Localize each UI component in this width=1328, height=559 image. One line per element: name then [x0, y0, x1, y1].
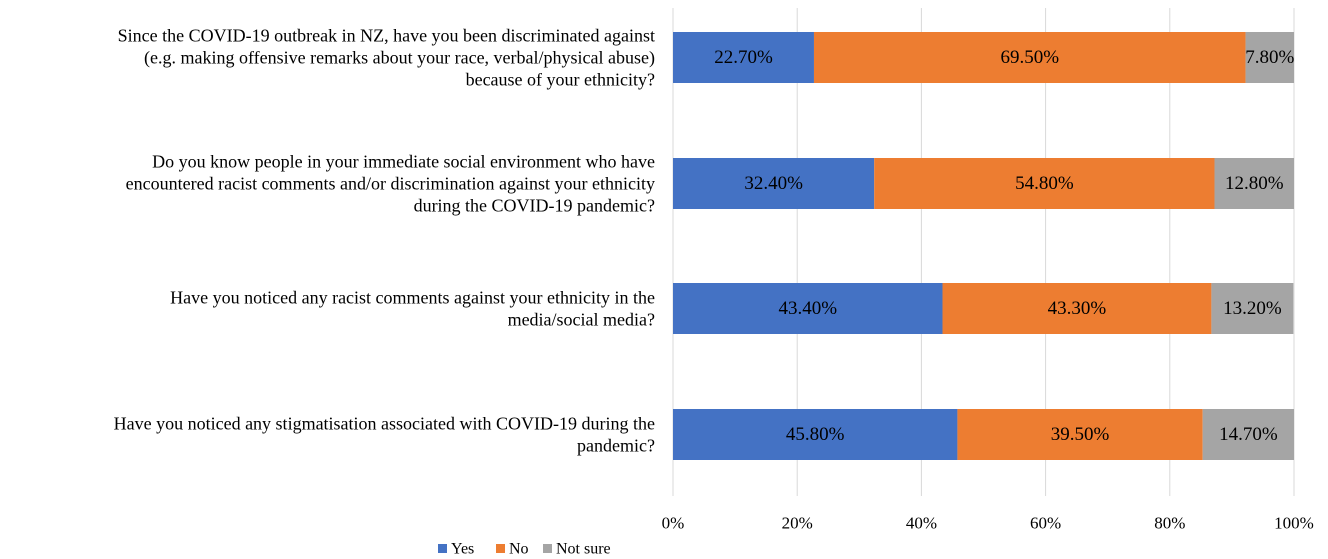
- legend-swatch-no: [496, 544, 505, 553]
- bar-segment-not-sure: [1202, 409, 1294, 460]
- x-tick-label: 80%: [1154, 514, 1185, 533]
- category-label-line: during the COVID-19 pandemic?: [414, 196, 655, 216]
- x-tick-label: 40%: [906, 514, 937, 533]
- legend: Yes No Not sure: [438, 541, 611, 558]
- legend-label-not-sure: Not sure: [556, 541, 611, 558]
- bar-segment-no: [942, 283, 1212, 334]
- bar-segment-no: [874, 158, 1215, 209]
- bar-segment-no: [813, 32, 1246, 83]
- bars: [673, 32, 1294, 460]
- data-label-yes: 45.80%: [786, 424, 845, 445]
- x-axis-tick-labels: 0% 20% 40% 60% 80% 100%: [662, 514, 1314, 533]
- x-tick-label: 20%: [782, 514, 813, 533]
- bar-segment-yes: [673, 409, 958, 460]
- category-label-line: (e.g. making offensive remarks about you…: [144, 48, 655, 69]
- category-label-line: pandemic?: [577, 436, 655, 456]
- category-label-line: media/social media?: [508, 310, 655, 330]
- legend-label-no: No: [509, 541, 529, 558]
- legend-swatch-yes: [438, 544, 447, 553]
- data-labels: 22.70% 69.50% 7.80% 32.40% 54.80% 12.80% 43.40…: [714, 47, 1294, 445]
- category-label-line: because of your ethnicity?: [466, 70, 655, 90]
- x-tick-label: 0%: [662, 514, 685, 533]
- legend-label-yes: Yes: [451, 541, 474, 558]
- data-label-yes: 32.40%: [744, 173, 803, 194]
- bar-segment-yes: [673, 283, 943, 334]
- data-label-not-sure: 13.20%: [1223, 298, 1282, 319]
- bar-segment-yes: [673, 158, 875, 209]
- category-label-line: Have you noticed any racist comments aga…: [170, 288, 655, 308]
- data-label-not-sure: 12.80%: [1225, 173, 1284, 194]
- category-label-line: Do you know people in your immediate soc…: [152, 152, 655, 172]
- category-labels: Since the COVID-19 outbreak in NZ, have …: [114, 26, 655, 456]
- data-label-no: 69.50%: [1000, 47, 1059, 68]
- category-label-line: Have you noticed any stigmatisation asso…: [114, 414, 655, 434]
- bar-segment-not-sure: [1211, 283, 1294, 334]
- category-label-line: Since the COVID-19 outbreak in NZ, have …: [118, 26, 655, 46]
- data-label-no: 39.50%: [1051, 424, 1110, 445]
- data-label-yes: 43.40%: [778, 298, 837, 319]
- category-label-line: encountered racist comments and/or discr…: [126, 174, 655, 194]
- bar-segment-not-sure: [1214, 158, 1294, 209]
- data-label-no: 43.30%: [1048, 298, 1107, 319]
- legend-swatch-not-sure: [543, 544, 552, 553]
- data-label-not-sure: 14.70%: [1219, 424, 1278, 445]
- data-label-no: 54.80%: [1015, 173, 1074, 194]
- x-tick-label: 60%: [1030, 514, 1061, 533]
- data-label-yes: 22.70%: [714, 47, 773, 68]
- bar-segment-not-sure: [1245, 32, 1294, 83]
- bar-segment-yes: [673, 32, 814, 83]
- x-tick-label: 100%: [1274, 514, 1314, 533]
- bar-segment-no: [957, 409, 1203, 460]
- data-label-not-sure: 7.80%: [1245, 47, 1294, 68]
